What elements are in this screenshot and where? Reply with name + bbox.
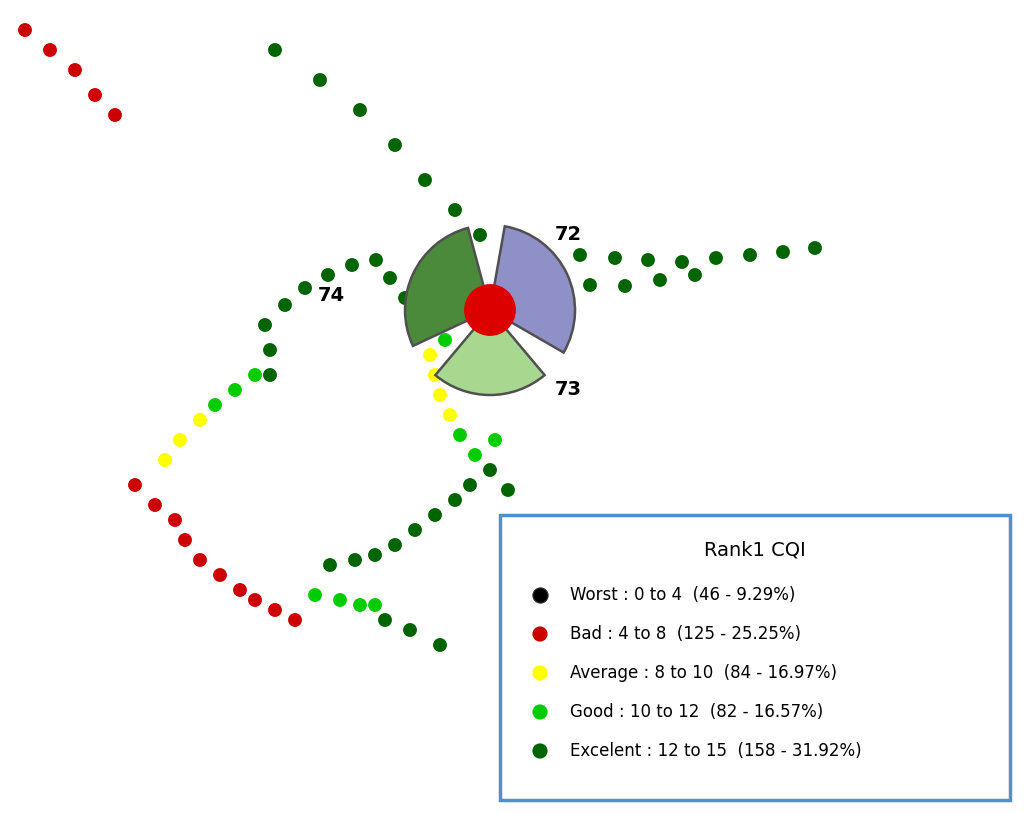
Point (467, 449, 483, 462)
Wedge shape (493, 226, 575, 353)
Point (322, 559, 338, 572)
Point (262, 344, 279, 357)
Point (262, 368, 279, 381)
Point (441, 408, 458, 421)
Point (547, 276, 563, 289)
Text: 72: 72 (555, 225, 582, 244)
Point (432, 389, 449, 402)
Point (640, 254, 656, 267)
Point (67, 63, 83, 76)
Point (297, 281, 313, 294)
Point (674, 255, 690, 268)
Point (422, 349, 438, 362)
Point (382, 272, 398, 285)
Point (708, 251, 724, 264)
Point (531, 628, 548, 641)
Point (427, 508, 443, 521)
Point (446, 493, 463, 506)
Point (687, 268, 703, 281)
Point (42, 44, 58, 57)
Point (582, 279, 598, 292)
Text: 74: 74 (317, 285, 345, 305)
Point (482, 463, 499, 476)
Point (401, 624, 418, 637)
Point (417, 173, 433, 186)
Point (344, 259, 360, 272)
Point (427, 368, 443, 381)
Point (368, 254, 384, 267)
Point (352, 103, 369, 116)
Point (257, 319, 273, 332)
Point (16, 24, 33, 37)
Point (571, 249, 588, 262)
Point (212, 568, 228, 581)
Point (319, 268, 336, 281)
Point (367, 598, 383, 611)
Point (226, 384, 243, 397)
Point (500, 484, 516, 497)
Point (437, 333, 454, 346)
Point (397, 292, 414, 305)
Point (172, 433, 188, 446)
Point (486, 433, 503, 446)
Point (87, 89, 103, 102)
Point (616, 280, 633, 293)
Point (502, 244, 518, 257)
Point (352, 598, 369, 611)
Point (446, 203, 463, 216)
Point (267, 44, 284, 57)
Point (157, 454, 173, 467)
Text: Worst : 0 to 4  (46 - 9.29%): Worst : 0 to 4 (46 - 9.29%) (570, 586, 796, 604)
Text: Rank1 CQI: Rank1 CQI (705, 541, 806, 559)
Point (231, 584, 248, 597)
Point (741, 249, 758, 262)
Point (247, 593, 263, 606)
Text: Bad : 4 to 8  (125 - 25.25%): Bad : 4 to 8 (125 - 25.25%) (570, 625, 801, 643)
Point (347, 554, 364, 567)
Point (247, 368, 263, 381)
Wedge shape (406, 228, 486, 346)
Point (472, 228, 488, 241)
Point (775, 246, 792, 259)
Point (191, 414, 208, 427)
Point (531, 706, 548, 719)
Point (652, 273, 669, 286)
Text: Good : 10 to 12  (82 - 16.57%): Good : 10 to 12 (82 - 16.57%) (570, 703, 823, 721)
Point (146, 498, 163, 511)
Point (377, 614, 393, 627)
Point (462, 479, 478, 492)
Point (367, 549, 383, 562)
Point (537, 249, 553, 262)
Point (287, 614, 303, 627)
Bar (500, 515, 1010, 800)
Text: Excelent : 12 to 15  (158 - 31.92%): Excelent : 12 to 15 (158 - 31.92%) (570, 742, 861, 760)
Point (267, 603, 284, 616)
Point (276, 298, 293, 311)
Point (432, 638, 449, 651)
Circle shape (465, 285, 515, 335)
Point (531, 667, 548, 680)
Point (177, 533, 194, 546)
Point (807, 241, 823, 254)
Point (531, 745, 548, 758)
Point (387, 538, 403, 551)
Point (207, 398, 223, 411)
Point (387, 138, 403, 151)
Point (191, 554, 208, 567)
Point (407, 524, 423, 537)
Point (311, 73, 328, 86)
Point (307, 589, 324, 602)
Wedge shape (435, 320, 545, 395)
Text: Average : 8 to 10  (84 - 16.97%): Average : 8 to 10 (84 - 16.97%) (570, 664, 837, 682)
Point (127, 479, 143, 492)
Point (607, 251, 624, 264)
Point (332, 593, 348, 606)
Point (531, 589, 548, 602)
Point (407, 311, 423, 324)
Point (452, 428, 468, 441)
Point (106, 108, 123, 121)
Point (167, 514, 183, 527)
Text: 73: 73 (555, 380, 582, 399)
